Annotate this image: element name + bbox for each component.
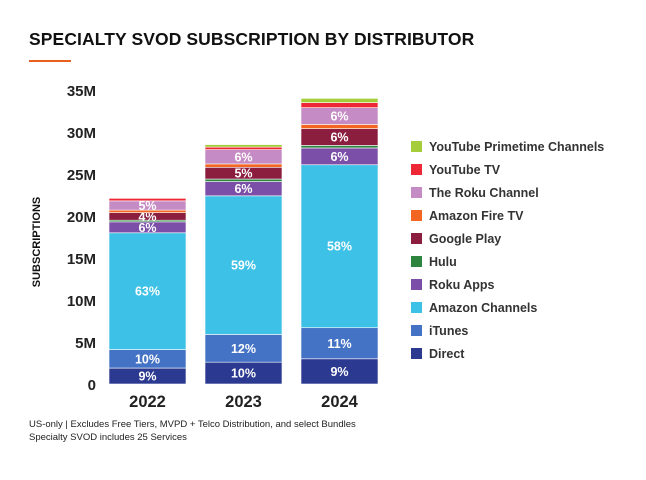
legend-label: Amazon Channels <box>429 301 537 315</box>
legend-label: Roku Apps <box>429 278 495 292</box>
bar-segment <box>300 327 379 360</box>
legend-label: Amazon Fire TV <box>429 209 524 223</box>
y-axis-title: SUBSCRIPTIONS <box>31 197 43 287</box>
data-label: 6% <box>330 110 348 124</box>
legend-swatch <box>411 210 422 221</box>
x-tick-label: 2024 <box>321 393 359 411</box>
x-tick-label: 2022 <box>129 393 166 411</box>
footnote: US-only | Excludes Free Tiers, MVPD + Te… <box>29 418 356 444</box>
data-label: 6% <box>138 221 156 235</box>
data-label: 63% <box>135 285 160 299</box>
y-tick-label: 15M <box>67 251 96 268</box>
legend-label: Direct <box>429 347 465 361</box>
y-tick-label: 35M <box>67 83 96 100</box>
legend-swatch <box>411 302 422 313</box>
legend-swatch <box>411 256 422 267</box>
footnote-line-1: US-only | Excludes Free Tiers, MVPD + Te… <box>29 419 356 430</box>
data-label: 6% <box>330 131 348 145</box>
bar-segment <box>108 198 187 202</box>
legend-swatch <box>411 164 422 175</box>
title-accent-rule <box>29 60 71 62</box>
chart-title: SPECIALTY SVOD SUBSCRIPTION BY DISTRIBUT… <box>29 29 475 49</box>
legend-label: YouTube Primetime Channels <box>429 140 604 154</box>
y-tick-label: 30M <box>67 125 96 142</box>
bar-segment <box>300 164 379 329</box>
data-label: 6% <box>234 150 252 164</box>
data-label: 12% <box>231 342 256 356</box>
data-label: 6% <box>330 150 348 164</box>
bar-segment <box>300 145 379 149</box>
footnote-line-2: Specialty SVOD includes 25 Services <box>29 432 187 443</box>
y-tick-label: 0 <box>88 377 96 394</box>
bar-segment <box>204 144 283 148</box>
legend-swatch <box>411 348 422 359</box>
legend-swatch <box>411 141 422 152</box>
y-tick-label: 25M <box>67 167 96 184</box>
bar-segment <box>300 124 379 129</box>
legend-swatch <box>411 233 422 244</box>
bar-segment <box>300 98 379 103</box>
bar-segment <box>204 163 283 168</box>
data-label: 58% <box>327 240 352 254</box>
bar-segment <box>204 195 283 335</box>
data-label: 10% <box>231 367 256 381</box>
data-label: 5% <box>138 199 156 213</box>
legend-label: Hulu <box>429 255 457 269</box>
data-label: 10% <box>135 352 160 366</box>
x-tick-label: 2023 <box>225 393 262 411</box>
data-label: 9% <box>330 365 348 379</box>
legend-label: Google Play <box>429 232 501 246</box>
bar-segment <box>108 232 187 350</box>
data-label: 6% <box>234 182 252 196</box>
bar-segment <box>300 102 379 108</box>
legend-swatch <box>411 187 422 198</box>
legend-label: iTunes <box>429 324 468 338</box>
data-label: 5% <box>234 167 252 181</box>
y-tick-label: 20M <box>67 209 96 226</box>
legend-swatch <box>411 325 422 336</box>
data-label: 9% <box>138 370 156 384</box>
data-label: 11% <box>327 337 351 351</box>
legend-swatch <box>411 279 422 290</box>
bar-segment <box>204 334 283 363</box>
bar-segment <box>204 146 283 150</box>
y-tick-label: 10M <box>67 293 96 310</box>
legend-label: The Roku Channel <box>429 186 539 200</box>
data-label: 4% <box>138 210 156 224</box>
data-label: 59% <box>231 259 256 273</box>
legend-label: YouTube TV <box>429 163 501 177</box>
y-tick-label: 5M <box>75 335 96 352</box>
